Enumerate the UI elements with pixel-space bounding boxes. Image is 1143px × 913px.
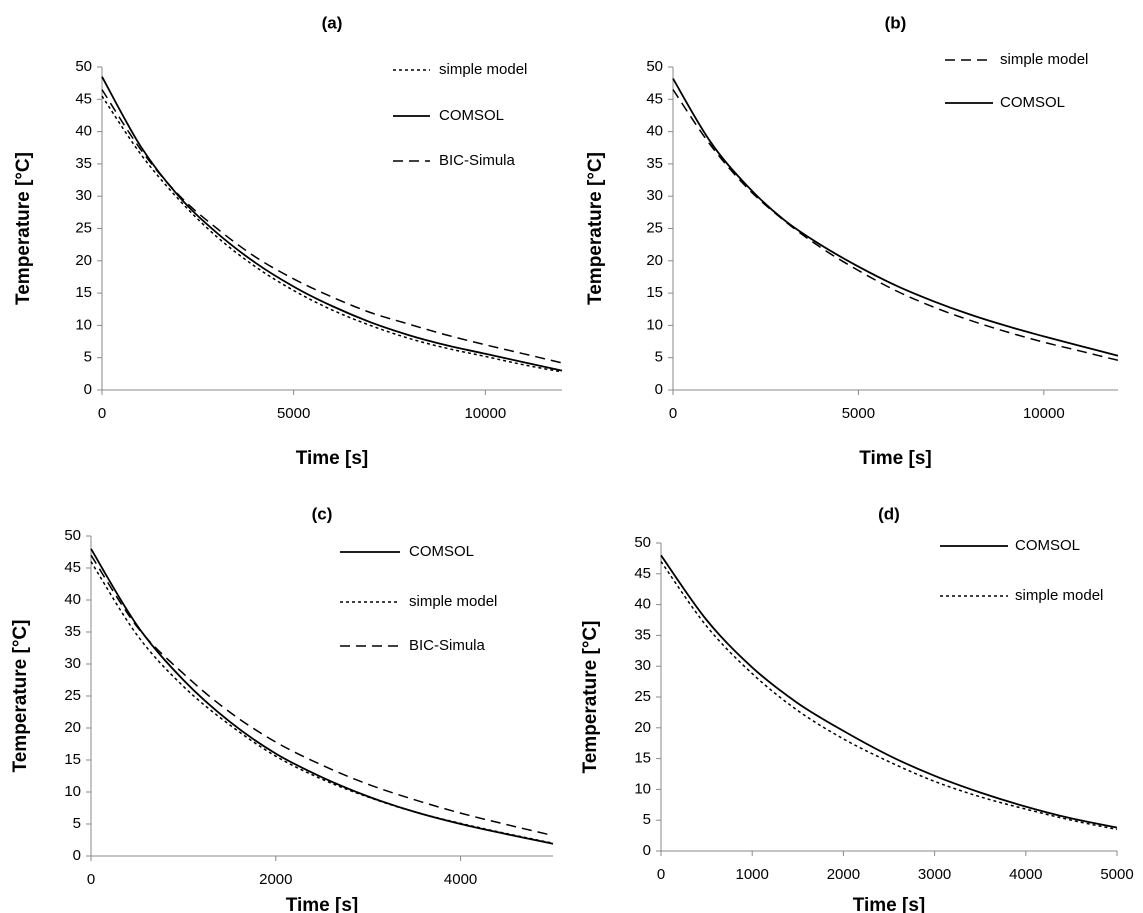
series-line-simple-model	[101, 95, 563, 373]
y-tick-label: 50	[64, 527, 81, 544]
chart-panel-2: (c) 0 5 10 15 20 25 30 35 40 45 50 0 2000 4000 Time [s]…	[10, 504, 554, 913]
x-tick-label: 5000	[277, 405, 310, 422]
x-tick-label: 0	[657, 866, 665, 883]
series-line-comsol	[672, 78, 1119, 357]
chart-title: (c)	[312, 504, 333, 523]
x-axis-title: Time [s]	[286, 895, 359, 913]
series-line-simple-model	[90, 561, 554, 844]
y-tick-label: 35	[75, 155, 92, 172]
y-tick-label: 45	[634, 565, 651, 582]
y-tick-label: 35	[646, 155, 663, 172]
series-line-bic-simula	[101, 89, 563, 364]
y-tick-label: 45	[75, 90, 92, 107]
y-tick-label: 20	[646, 252, 663, 269]
y-tick-label: 20	[634, 719, 651, 736]
series-line-comsol	[660, 554, 1118, 829]
legend-label: COMSOL	[439, 107, 504, 124]
y-tick-label: 40	[64, 591, 81, 608]
legend-label: BIC-Simula	[439, 152, 516, 169]
y-tick-label: 30	[646, 187, 663, 204]
series-line-simple-model	[672, 89, 1119, 362]
legend-label: COMSOL	[409, 543, 474, 560]
legend-label: BIC-Simula	[409, 637, 486, 654]
series-line-simple-model	[660, 561, 1118, 831]
y-tick-label: 50	[646, 58, 663, 75]
y-tick-label: 5	[655, 349, 663, 366]
y-tick-label: 0	[643, 842, 651, 859]
x-tick-label: 4000	[444, 871, 477, 888]
x-tick-label: 0	[98, 405, 106, 422]
x-tick-label: 1000	[736, 866, 769, 883]
chart-title: (b)	[885, 13, 907, 32]
x-tick-label: 10000	[1023, 405, 1065, 422]
y-tick-label: 25	[64, 687, 81, 704]
legend-label: simple model	[409, 593, 497, 610]
y-tick-label: 40	[646, 123, 663, 140]
y-axis-title: Temperature [°C]	[13, 152, 34, 305]
y-tick-label: 20	[75, 252, 92, 269]
x-tick-label: 0	[87, 871, 95, 888]
x-axis-title: Time [s]	[859, 448, 932, 469]
y-tick-label: 15	[75, 284, 92, 301]
y-tick-label: 35	[634, 626, 651, 643]
legend-label: simple model	[1015, 587, 1103, 604]
y-tick-label: 50	[75, 58, 92, 75]
x-tick-label: 2000	[827, 866, 860, 883]
chart-panel-0: (a) 0 5 10 15 20 25 30 35 40 45 50 0 5000 10000 Time [s…	[13, 13, 563, 469]
y-axis-title: Temperature [°C]	[580, 621, 601, 774]
y-tick-label: 5	[84, 349, 92, 366]
y-tick-label: 30	[75, 187, 92, 204]
y-tick-label: 5	[643, 811, 651, 828]
x-tick-label: 5000	[1100, 866, 1133, 883]
y-tick-label: 25	[634, 688, 651, 705]
y-tick-label: 10	[634, 780, 651, 797]
y-tick-label: 45	[64, 559, 81, 576]
y-tick-label: 15	[646, 284, 663, 301]
chart-panel-1: (b) 0 5 10 15 20 25 30 35 40 45 50 0 5000 10000 Time [s…	[585, 13, 1119, 469]
x-tick-label: 0	[669, 405, 677, 422]
y-tick-label: 45	[646, 90, 663, 107]
legend-label: simple model	[1000, 51, 1088, 68]
y-tick-label: 50	[634, 534, 651, 551]
y-tick-label: 15	[634, 750, 651, 767]
y-tick-label: 0	[84, 381, 92, 398]
chart-title: (d)	[878, 504, 900, 523]
y-tick-label: 30	[634, 657, 651, 674]
x-tick-label: 10000	[464, 405, 506, 422]
chart-title: (a)	[322, 13, 343, 32]
y-tick-label: 0	[655, 381, 663, 398]
legend-label: simple model	[439, 61, 527, 78]
legend-label: COMSOL	[1015, 537, 1080, 554]
y-tick-label: 40	[634, 596, 651, 613]
y-tick-label: 10	[75, 316, 92, 333]
series-line-bic-simula	[90, 554, 554, 837]
x-tick-label: 3000	[918, 866, 951, 883]
y-tick-label: 5	[73, 815, 81, 832]
y-axis-title: Temperature [°C]	[585, 152, 606, 305]
y-tick-label: 10	[646, 316, 663, 333]
y-tick-label: 30	[64, 655, 81, 672]
y-tick-label: 0	[73, 847, 81, 864]
y-tick-label: 40	[75, 123, 92, 140]
x-tick-label: 5000	[842, 405, 875, 422]
y-tick-label: 15	[64, 751, 81, 768]
y-tick-label: 35	[64, 623, 81, 640]
chart-panel-3: (d) 0 5 10 15 20 25 30 35 40 45 50 0 1000 2000 3000 4000…	[580, 504, 1134, 913]
x-axis-title: Time [s]	[853, 895, 926, 913]
legend-label: COMSOL	[1000, 94, 1065, 111]
y-tick-label: 20	[64, 719, 81, 736]
y-tick-label: 25	[75, 219, 92, 236]
x-tick-label: 4000	[1009, 866, 1042, 883]
y-tick-label: 25	[646, 219, 663, 236]
x-tick-label: 2000	[259, 871, 292, 888]
y-tick-label: 10	[64, 783, 81, 800]
y-axis-title: Temperature [°C]	[10, 620, 31, 773]
series-line-comsol	[101, 76, 563, 372]
x-axis-title: Time [s]	[296, 448, 369, 469]
